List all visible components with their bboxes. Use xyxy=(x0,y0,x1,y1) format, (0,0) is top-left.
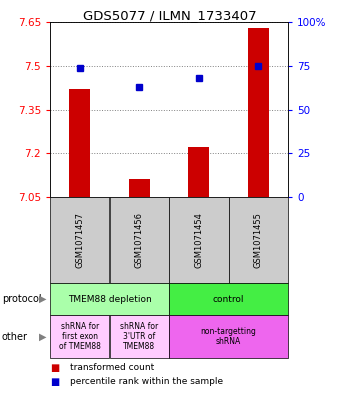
Text: ▶: ▶ xyxy=(39,332,47,342)
Bar xyxy=(248,28,269,197)
Bar xyxy=(188,147,209,197)
Text: ■: ■ xyxy=(50,377,59,387)
Text: GSM1071455: GSM1071455 xyxy=(254,212,263,268)
Text: transformed count: transformed count xyxy=(70,364,155,373)
Text: protocol: protocol xyxy=(2,294,41,304)
Text: shRNA for
first exon
of TMEM88: shRNA for first exon of TMEM88 xyxy=(59,321,101,351)
Text: other: other xyxy=(2,332,28,342)
Text: ▶: ▶ xyxy=(39,294,47,304)
Text: control: control xyxy=(213,294,244,303)
Bar xyxy=(69,89,90,197)
Text: shRNA for
3'UTR of
TMEM88: shRNA for 3'UTR of TMEM88 xyxy=(120,321,158,351)
Text: GDS5077 / ILMN_1733407: GDS5077 / ILMN_1733407 xyxy=(83,9,257,22)
Text: TMEM88 depletion: TMEM88 depletion xyxy=(68,294,151,303)
Text: GSM1071457: GSM1071457 xyxy=(75,212,84,268)
Text: non-targetting
shRNA: non-targetting shRNA xyxy=(201,327,256,346)
Text: ■: ■ xyxy=(50,363,59,373)
Bar xyxy=(129,180,150,197)
Text: GSM1071456: GSM1071456 xyxy=(135,212,144,268)
Text: percentile rank within the sample: percentile rank within the sample xyxy=(70,378,223,386)
Text: GSM1071454: GSM1071454 xyxy=(194,212,203,268)
